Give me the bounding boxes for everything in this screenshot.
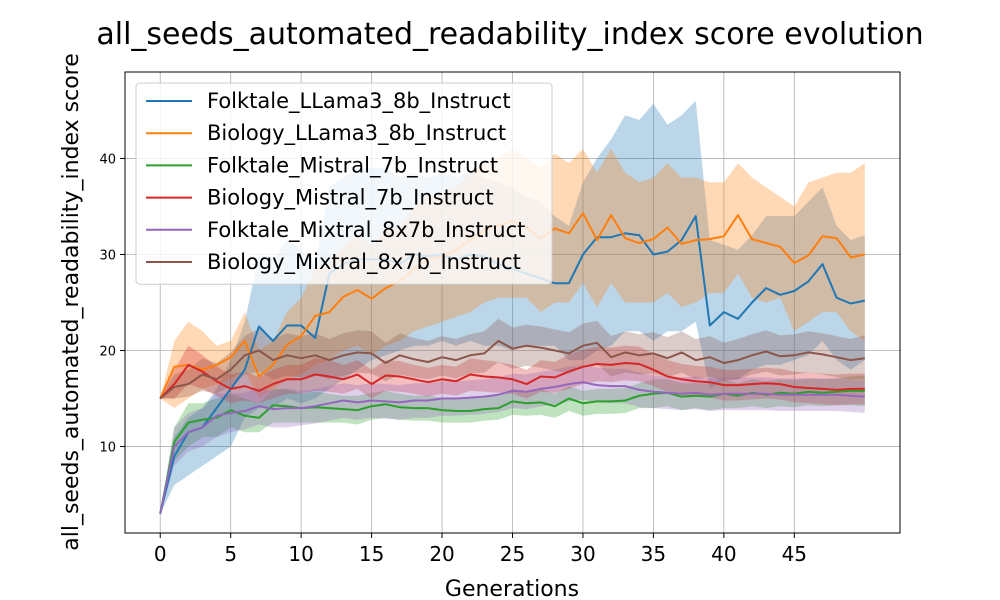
chart-title: all_seeds_automated_readability_index sc…: [96, 17, 923, 52]
line-series-5: [159, 339, 865, 400]
legend-label: Biology_Mixtral_8x7b_Instruct: [207, 250, 521, 275]
line-series-3: [159, 362, 865, 400]
x-tick-label: 40: [711, 542, 736, 566]
y-axis-ticks: 10 20 30 40: [99, 152, 125, 456]
legend-label: Biology_Mistral_7b_Instruct: [207, 186, 494, 211]
y-tick-label: 40: [99, 152, 116, 167]
x-tick-label: 0: [154, 542, 167, 566]
x-tick-label: 15: [359, 542, 384, 566]
x-tick-label: 45: [782, 542, 807, 566]
band-series-3: [160, 345, 865, 406]
x-tick-label: 35: [641, 542, 666, 566]
legend-label: Folktale_LLama3_8b_Instruct: [207, 89, 511, 114]
legend-label: Biology_LLama3_8b_Instruct: [207, 121, 506, 146]
legend: Folktale_LLama3_8b_Instruct Biology_LLama…: [135, 82, 553, 285]
y-axis-label: all_seeds_automated_readability_index sc…: [59, 53, 84, 550]
x-tick-label: 10: [288, 542, 313, 566]
band-series-5: [160, 318, 865, 399]
legend-box: [135, 82, 553, 285]
y-tick-label: 30: [99, 248, 116, 263]
legend-label: Folktale_Mistral_7b_Instruct: [207, 153, 498, 178]
y-tick-label: 20: [99, 345, 116, 360]
series-lines: [159, 212, 866, 515]
x-tick-label: 5: [224, 542, 237, 566]
y-tick-label: 10: [99, 441, 116, 456]
x-axis-ticks: 0 5 10 15 20 25 30 35 40 45: [154, 533, 807, 566]
line-series-4: [159, 381, 865, 515]
band-series-2: [160, 375, 865, 514]
legend-label: Folktale_Mixtral_8x7b_Instruct: [207, 218, 525, 243]
x-tick-label: 25: [500, 542, 525, 566]
x-tick-label: 30: [570, 542, 595, 566]
x-axis-label: Generations: [445, 577, 579, 600]
x-tick-label: 20: [429, 542, 454, 566]
